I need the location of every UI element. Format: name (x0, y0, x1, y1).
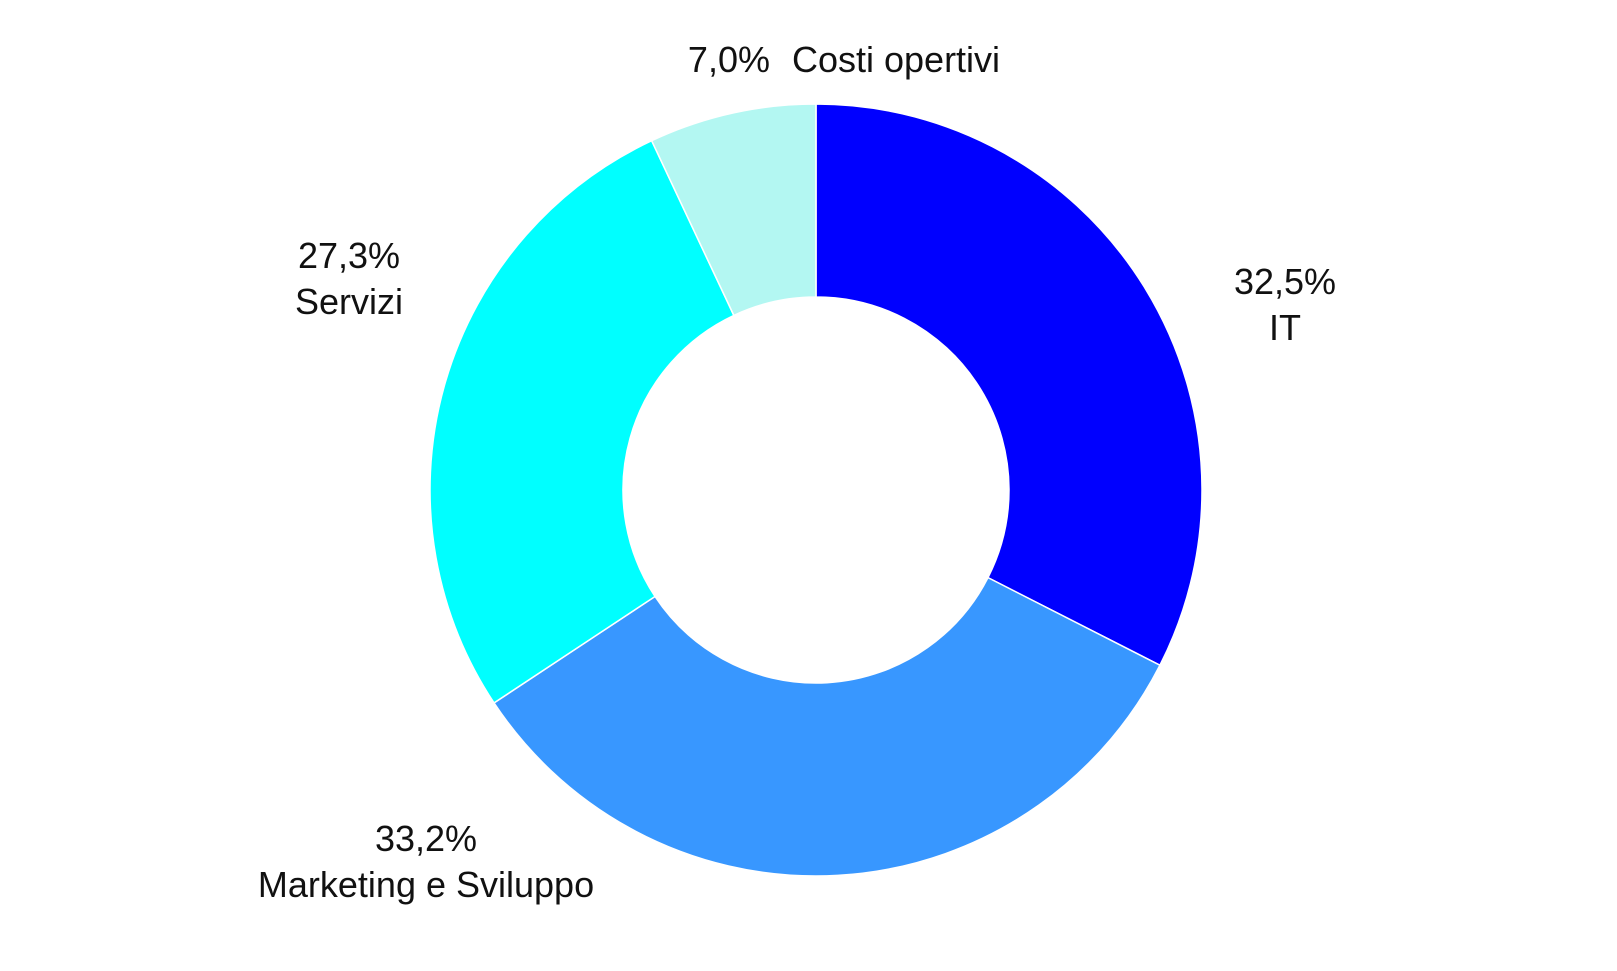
data-label-value: 32,5% (1234, 261, 1336, 302)
data-label-value: 7,0% (688, 39, 770, 80)
data-label-category: Costi opertivi (792, 39, 1000, 80)
data-label-value: 27,3% (298, 235, 400, 276)
data-label-category: IT (1269, 307, 1301, 348)
data-label-category: Servizi (295, 281, 403, 322)
data-label-servizi: 27,3% Servizi (295, 235, 403, 322)
slice-servizi (429, 139, 735, 704)
data-labels: 32,5% IT 33,2% Marketing e Sviluppo 27,3% Ser… (258, 39, 1336, 905)
slice-it (815, 103, 1203, 667)
data-label-it: 32,5% IT (1234, 261, 1336, 348)
data-label-category: Marketing e Sviluppo (258, 864, 594, 905)
data-label-value: 33,2% (375, 818, 477, 859)
data-label-marketing-e-sviluppo: 33,2% Marketing e Sviluppo (258, 818, 594, 905)
donut-slices (429, 103, 1203, 877)
slice-marketing-e-sviluppo (493, 576, 1161, 877)
data-label-costi-opertivi: 7,0% Costi opertivi (688, 39, 1000, 80)
slice-costi-opertivi (650, 103, 817, 317)
